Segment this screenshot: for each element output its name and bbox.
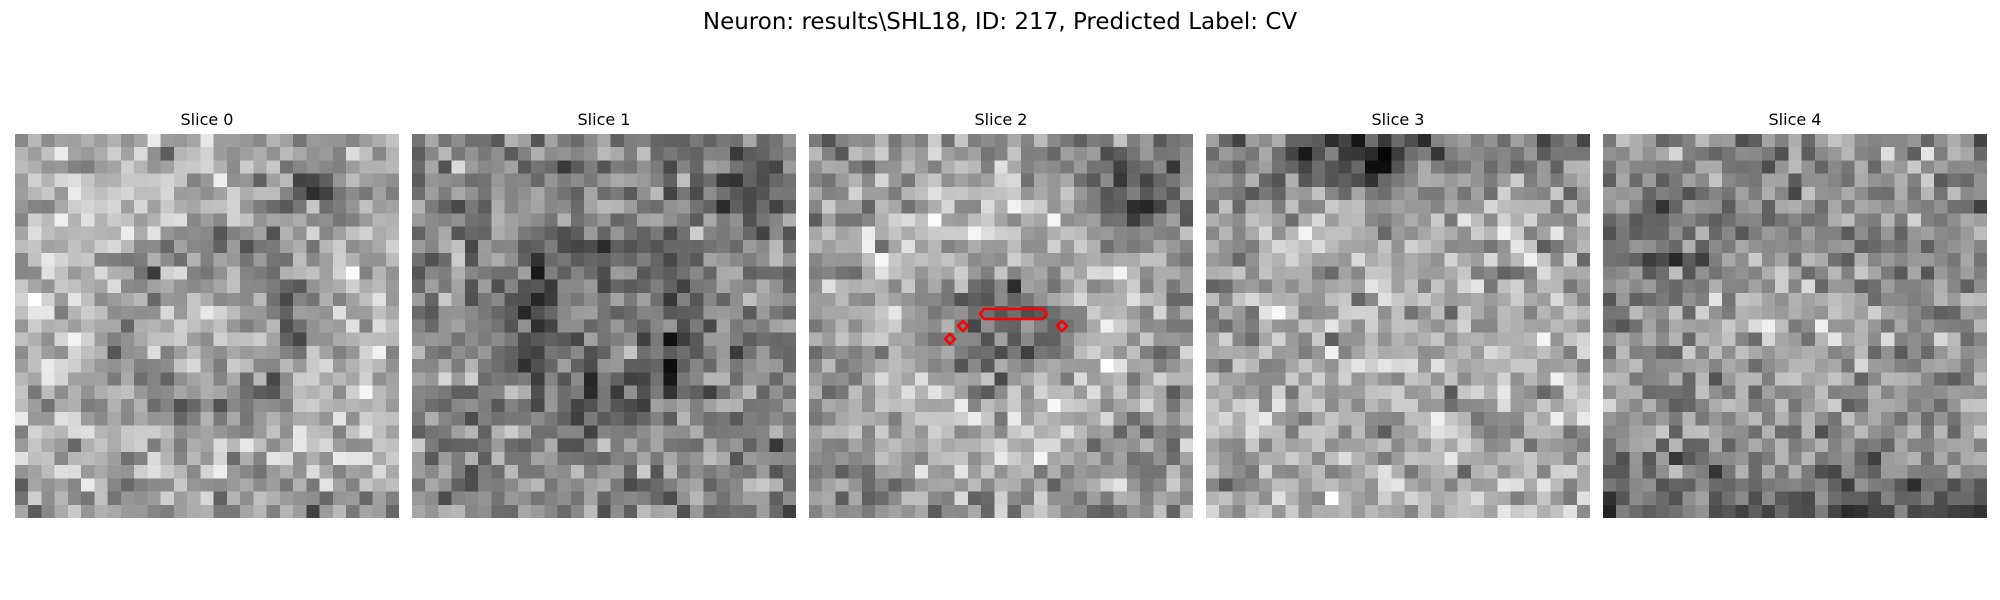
- slice-image-2: [809, 134, 1193, 518]
- slice-title-1: Slice 1: [577, 110, 631, 129]
- slice-image-0: [15, 134, 399, 518]
- slice-title-2: Slice 2: [974, 110, 1028, 129]
- slice-image-3: [1206, 134, 1590, 518]
- figure-title: Neuron: results\SHL18, ID: 217, Predicte…: [702, 9, 1298, 35]
- slice-panel-2: Slice 2: [809, 106, 1193, 524]
- slice-panel-3: Slice 3: [1206, 106, 1590, 524]
- slice-panel-1: Slice 1: [412, 106, 796, 524]
- slice-title-4: Slice 4: [1768, 110, 1822, 129]
- slice-image-1: [412, 134, 796, 518]
- slice-panel-4: Slice 4: [1603, 106, 1987, 524]
- slice-image-4: [1603, 134, 1987, 518]
- slice-panel-0: Slice 0: [15, 106, 399, 524]
- slice-title-3: Slice 3: [1371, 110, 1425, 129]
- slice-title-0: Slice 0: [180, 110, 234, 129]
